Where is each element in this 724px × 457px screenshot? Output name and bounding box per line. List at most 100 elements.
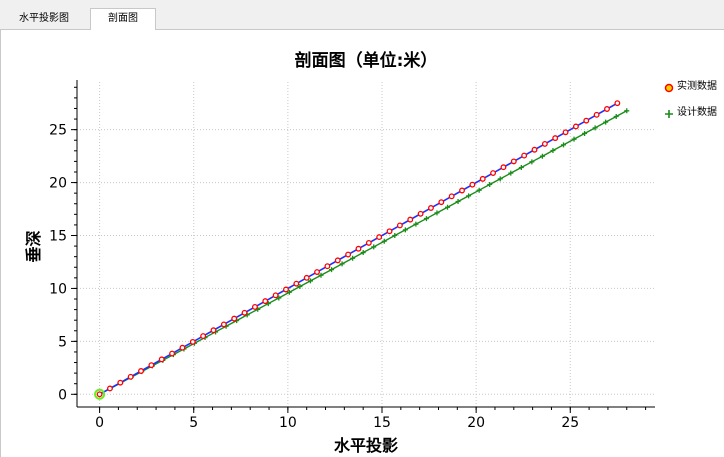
measured-point [158,356,165,363]
design-point [423,216,429,222]
measured-point [376,234,383,241]
x-tick-label: 25 [561,415,579,431]
legend-label-design: 设计数据 [677,107,717,118]
measured-point [448,193,455,200]
measured-point [220,321,227,328]
design-point [381,238,387,244]
measured-point [148,362,155,369]
measured-point [500,164,507,171]
measured-point [179,344,186,351]
legend-label-measured: 实测数据 [677,81,717,92]
measured-point [355,245,362,252]
legend-plus-marker-icon [665,110,673,118]
design-point [350,255,356,261]
measured-point [324,263,331,270]
measured-point [283,286,289,293]
design-point [497,176,503,182]
measured-point [345,251,352,258]
design-point [582,130,588,136]
x-axis-label: 水平投影 [334,436,398,455]
measured-point [583,117,590,124]
measured-point [303,274,310,281]
measured-point [479,175,486,182]
measured-point [251,304,258,310]
measured-point [117,379,124,386]
x-tick-label: 0 [95,415,104,431]
design-point [297,284,303,290]
measured-point [314,269,320,275]
y-tick-label: 25 [49,123,67,139]
design-point [339,261,345,267]
measured-point [241,309,248,316]
measured-point [510,158,517,165]
measured-point [210,327,217,334]
measured-point [593,111,600,118]
measured-point [96,391,103,398]
design-point [592,125,598,131]
design-point [603,119,609,125]
measured-point [106,385,113,392]
y-tick-label: 0 [58,387,67,403]
measured-point [231,315,238,322]
y-tick-label: 10 [49,281,67,297]
measured-point [417,210,424,217]
measured-point [262,298,269,305]
measured-point [531,146,538,153]
design-point [307,278,313,284]
measured-point [459,187,465,194]
measured-point [562,129,569,136]
measured-point [490,170,497,176]
measured-point [614,100,621,107]
design-point [487,181,493,187]
measured-point [604,106,610,112]
y-tick-label: 15 [49,229,67,245]
legend-circle-marker-icon [664,83,674,93]
design-point [560,142,566,148]
measured-point [138,368,144,374]
chart-panel: 0 5 10 15 20 25 0 5 10 15 20 25 剖面图（单位:米） 水平投影 垂深 实测数据… [0,30,724,457]
design-point [529,159,535,165]
tab-bar: 水平投影图 剖面图 [0,0,724,31]
measured-point [396,222,403,229]
design-point [476,187,482,193]
measured-point [407,216,414,223]
measured-point [200,333,207,340]
measured-point [127,373,134,380]
design-point [571,136,577,142]
measured-point [272,292,279,299]
design-point [392,233,398,239]
y-tick-label: 5 [58,334,67,350]
design-point [318,272,324,278]
profile-chart: 0 5 10 15 20 25 0 5 10 15 20 25 剖面图（单位:米） 水平投影 垂深 [24,50,655,455]
tab-horizontal-projection[interactable]: 水平投影图 [19,13,69,24]
x-tick-label: 20 [467,415,485,431]
measured-point [189,338,196,345]
y-axis-label: 垂深 [24,230,43,262]
design-point [276,295,282,301]
design-point [539,153,545,159]
design-point [550,147,556,153]
y-tick-label: 20 [49,176,67,192]
tab-profile[interactable]: 剖面图 [90,8,156,31]
measured-point [521,152,528,159]
design-point [445,204,451,210]
design-point [413,221,419,227]
measured-point [386,228,393,235]
design-point [286,289,292,295]
start-point-marker [94,388,106,400]
measured-point [469,181,476,188]
design-point [613,114,619,120]
measured-point [169,350,176,357]
design-point [360,250,366,256]
design-point [434,210,440,216]
design-point [518,165,524,171]
measured-point [541,140,548,147]
x-tick-label: 15 [373,415,391,431]
measured-point [428,205,434,211]
design-point [455,199,461,205]
measured-point [365,239,372,246]
chart-title: 剖面图（单位:米） [295,50,438,71]
measured-point [438,199,445,206]
design-point [508,170,514,176]
measured-point [572,123,579,130]
